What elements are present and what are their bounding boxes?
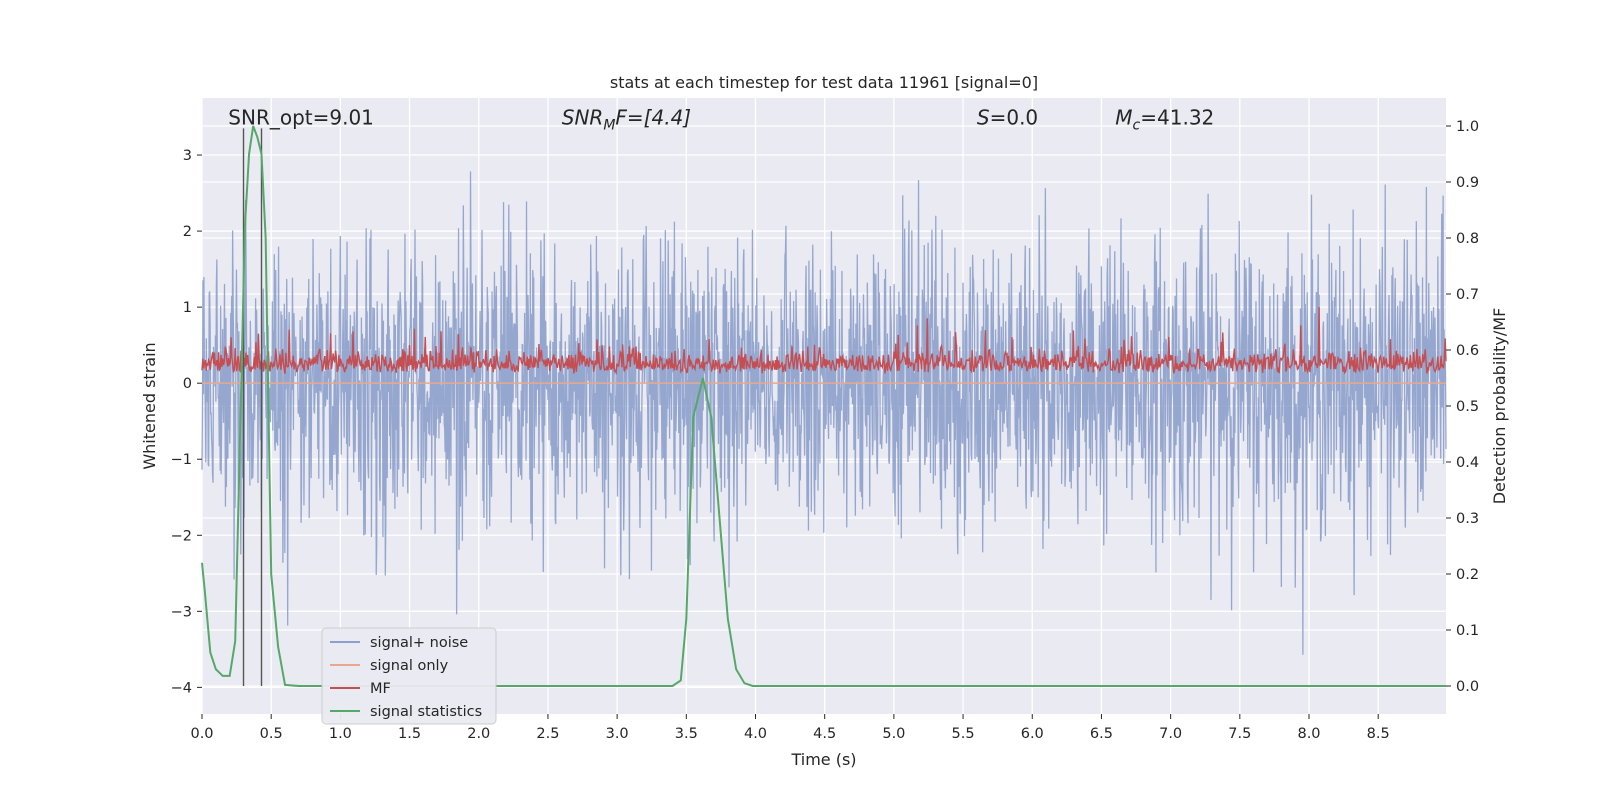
annotation-suffix: =0.0	[990, 106, 1039, 130]
legend-label: signal+ noise	[370, 635, 468, 651]
y-axis-right-ticks: 0.0 0.1 0.2 0.3 0.4 0.5 0.6 0.7 0.8 0.9 1.0	[1446, 119, 1479, 695]
y-right-tick-label: 0.3	[1456, 511, 1479, 527]
legend: signal+ noise signal only MF signal statist…	[321, 627, 497, 725]
y-right-tick-label: 0.4	[1456, 455, 1479, 471]
x-axis-label: Time (s)	[790, 750, 856, 769]
y-right-tick-label: 0.1	[1456, 623, 1479, 639]
x-tick-label: 3.0	[606, 726, 629, 742]
annotation-main: SNR_opt=9.01	[228, 106, 374, 130]
x-tick-label: 0.0	[190, 726, 213, 742]
y-right-tick-label: 0.5	[1456, 399, 1479, 415]
series-signal-noise	[201, 171, 1447, 655]
x-tick-label: 3.5	[675, 726, 698, 742]
y-axis-left-ticks: −4 −3 −2 −1 0 1 2 3	[171, 148, 202, 696]
annotation-main: SNR	[562, 106, 604, 130]
x-tick-label: 0.5	[260, 726, 283, 742]
y-right-tick-label: 0.6	[1456, 343, 1479, 359]
x-tick-label: 6.0	[1021, 726, 1044, 742]
y-left-tick-label: −4	[171, 680, 192, 696]
y-left-tick-label: 2	[183, 224, 192, 240]
x-tick-label: 2.0	[467, 726, 490, 742]
noise-line	[201, 171, 1447, 655]
x-tick-label: 5.5	[952, 726, 975, 742]
x-tick-label: 4.5	[813, 726, 836, 742]
x-tick-label: 7.0	[1159, 726, 1182, 742]
y-left-tick-label: −2	[171, 528, 192, 544]
y-right-tick-label: 0.2	[1456, 567, 1479, 583]
x-tick-label: 1.0	[329, 726, 352, 742]
annotation-subscript: M	[603, 118, 615, 134]
mf-line	[201, 307, 1447, 376]
legend-label: signal only	[370, 658, 449, 674]
y-left-tick-label: 1	[183, 300, 192, 316]
y-left-tick-label: 0	[183, 376, 192, 392]
x-tick-label: 4.0	[744, 726, 767, 742]
annotation-main: M	[1115, 106, 1132, 130]
annotation-main: S	[977, 106, 990, 130]
y-left-tick-label: 3	[183, 148, 192, 164]
y-right-tick-label: 0.0	[1456, 679, 1479, 695]
legend-label: signal statistics	[370, 704, 482, 720]
x-tick-label: 6.5	[1090, 726, 1113, 742]
x-tick-label: 2.5	[536, 726, 559, 742]
x-tick-label: 8.0	[1297, 726, 1320, 742]
y-left-tick-label: −3	[171, 604, 192, 620]
x-axis-ticks: 0.0 0.5 1.0 1.5 2.0 2.5 3.0 3.5 4.0 4.5 5.0 5.5 6.0 6…	[190, 714, 1390, 742]
annotation-text: SNR_opt=9.01	[228, 106, 374, 130]
series-mf	[201, 307, 1447, 376]
y-right-tick-label: 0.8	[1456, 231, 1479, 247]
y-right-tick-label: 1.0	[1456, 119, 1479, 135]
annotation-subscript: c	[1133, 118, 1141, 134]
annotation-text: Mc=41.32	[1115, 106, 1214, 134]
legend-box	[321, 627, 497, 725]
x-tick-label: 8.5	[1367, 726, 1390, 742]
y-axis-left-label: Whitened strain	[140, 342, 159, 469]
legend-label: MF	[370, 681, 391, 697]
annotation-suffix: F=[4.4]	[615, 106, 691, 130]
y-axis-right-label: Detection probability/MF	[1490, 308, 1509, 505]
y-right-tick-label: 0.9	[1456, 175, 1479, 191]
annotations: SNR_opt=9.01 SNRMF=[4.4] S=0.0 Mc=41.32	[228, 106, 1214, 134]
y-right-tick-label: 0.7	[1456, 287, 1479, 303]
x-tick-label: 1.5	[398, 726, 421, 742]
x-tick-label: 7.5	[1228, 726, 1251, 742]
annotation-text: S=0.0	[977, 106, 1038, 130]
chart-title: stats at each timestep for test data 119…	[610, 73, 1038, 92]
annotation-suffix: =41.32	[1140, 106, 1214, 130]
marker-lines	[242, 128, 263, 686]
annotation-text: SNRMF=[4.4]	[562, 106, 691, 134]
x-tick-label: 5.0	[882, 726, 905, 742]
y-left-tick-label: −1	[171, 452, 192, 468]
